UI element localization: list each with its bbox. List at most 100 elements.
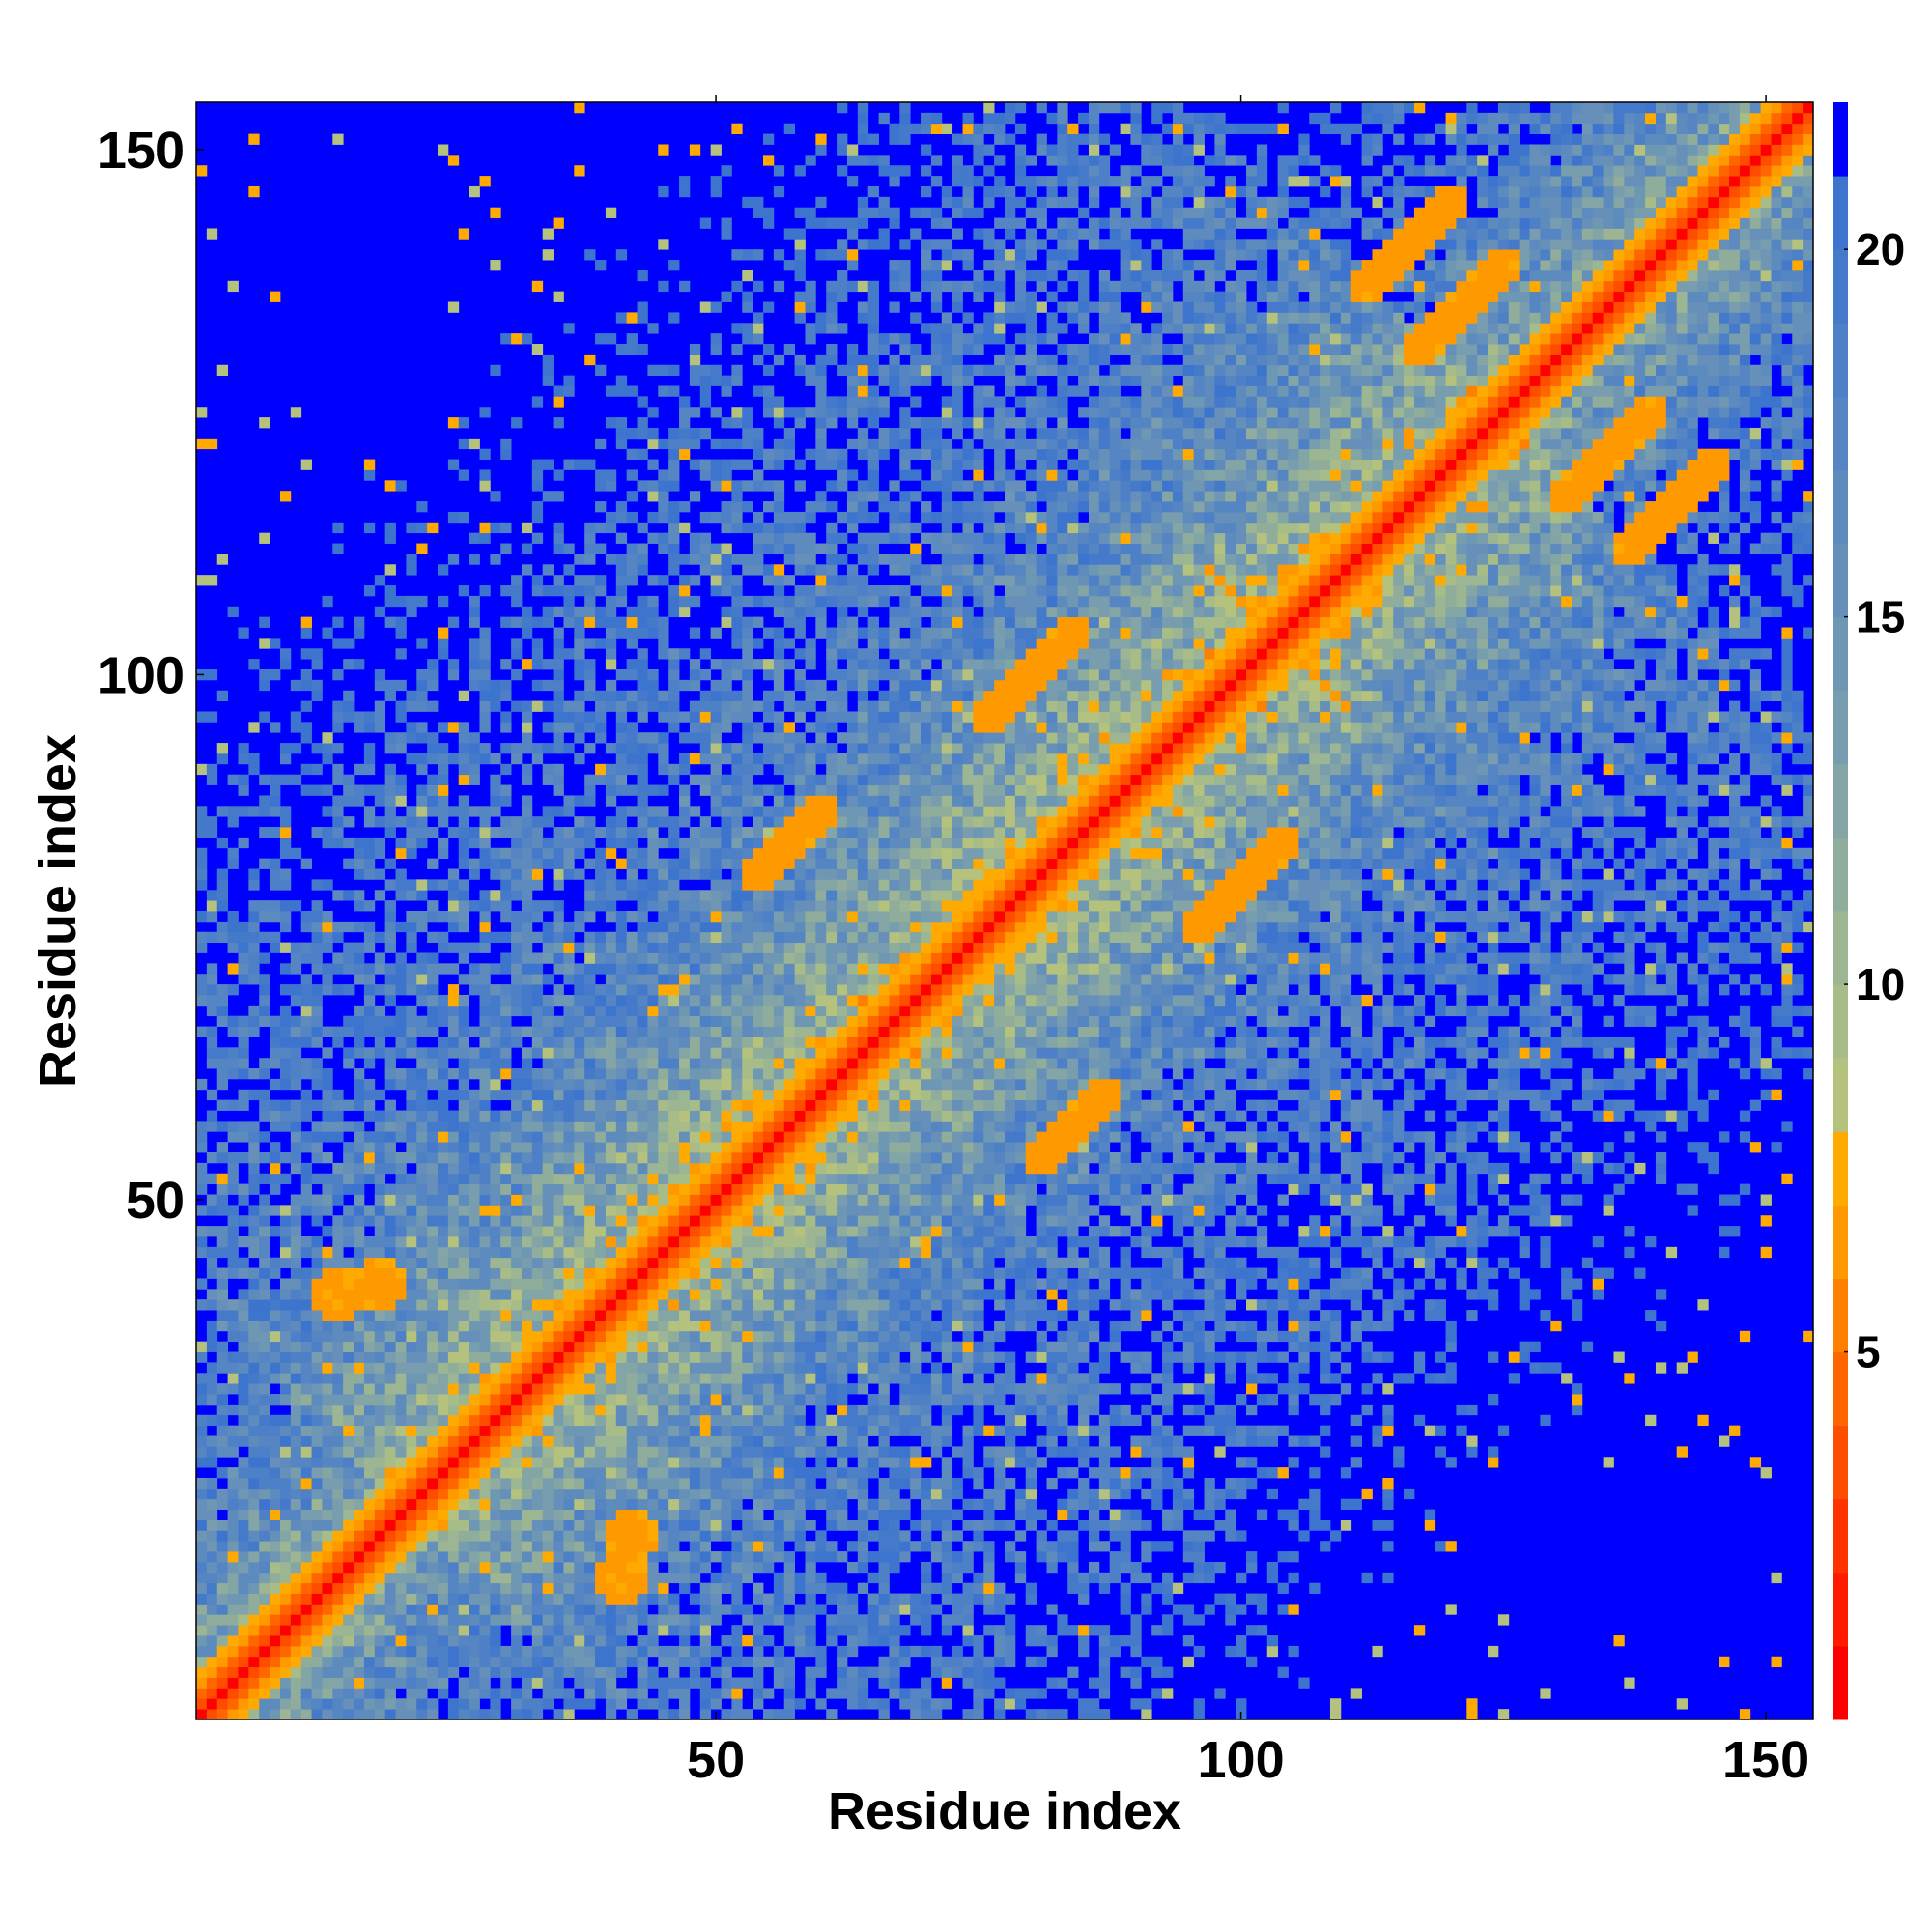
heatmap-cell [595,1257,607,1268]
heatmap-cell [238,1015,249,1027]
heatmap-cell [647,1477,659,1490]
heatmap-cell [563,459,575,470]
heatmap-cell [279,1604,292,1615]
heatmap-cell [531,1373,544,1384]
heatmap-cell [427,1078,439,1091]
heatmap-cell [595,1341,607,1352]
heatmap-cell [363,1341,376,1352]
heatmap-cell [637,1488,648,1500]
heatmap-cell [447,1330,460,1343]
heatmap-cell [699,1236,712,1248]
heatmap-cell [637,554,648,565]
heatmap-cell [521,900,533,912]
heatmap-cell [668,1099,680,1111]
heatmap-cell [742,974,753,985]
heatmap-cell [531,1047,544,1059]
heatmap-cell [647,931,659,944]
heatmap-cell [354,1278,365,1290]
heatmap-cell [553,1068,564,1080]
heatmap-cell [332,806,344,817]
heatmap-cell [259,1572,270,1584]
heatmap-cell [721,1520,732,1531]
heatmap-cell [710,1278,722,1290]
heatmap-cell [637,1320,648,1332]
heatmap-cell [259,1656,270,1668]
heatmap-cell [584,554,596,565]
heatmap-cell [238,1373,249,1384]
heatmap-cell [216,1488,229,1500]
heatmap-cell [626,1205,638,1216]
heatmap-cell [270,806,281,817]
heatmap-cell [679,1520,691,1531]
heatmap-cell [511,1688,523,1699]
heatmap-cell [416,827,428,838]
heatmap-cell [637,1457,648,1468]
heatmap-cell [259,1509,270,1520]
heatmap-cell [363,1666,376,1678]
heatmap-cell [490,931,501,944]
heatmap-cell [584,1498,596,1510]
heatmap-cell [521,1047,533,1059]
heatmap-cell [469,1551,480,1563]
heatmap-cell [699,1394,712,1406]
heatmap-cell [216,890,229,901]
heatmap-cell [626,1572,638,1584]
heatmap-cell [511,1068,523,1080]
heatmap-cell [300,1446,312,1458]
heatmap-cell [427,1099,439,1111]
heatmap-cell [290,1341,302,1352]
heatmap-cell [721,784,732,796]
heatmap-cell [238,1656,249,1668]
heatmap-cell [521,659,533,670]
heatmap-cell [531,1394,544,1406]
heatmap-cell [438,1656,449,1668]
heatmap-cell [374,1467,386,1479]
heatmap-cell [322,1289,333,1300]
heatmap-cell [731,659,743,670]
heatmap-cell [248,1635,260,1647]
heatmap-cell [238,1362,249,1374]
heatmap-cell [354,868,365,880]
heatmap-cells [196,102,1814,1720]
heatmap-cell [279,1541,292,1552]
heatmap-cell [500,1614,512,1626]
heatmap-cell [699,1289,712,1300]
heatmap-cell [563,1709,575,1720]
heatmap-cell [563,1226,575,1237]
heatmap-cell [469,1414,480,1427]
heatmap-cell [384,522,396,534]
heatmap-cell [679,890,691,901]
heatmap-cell [363,1561,376,1574]
heatmap-cell [311,1541,323,1552]
heatmap-cell [248,1383,260,1395]
heatmap-cell [206,1257,218,1268]
heatmap-cell [427,1330,439,1343]
heatmap-cell [721,1005,732,1017]
heatmap-cell [206,1698,218,1710]
heatmap-cell [595,585,607,597]
heatmap-cell [689,1414,701,1427]
heatmap-cell [479,1110,491,1122]
heatmap-cell [290,679,302,692]
heatmap-cell [354,1205,365,1216]
heatmap-cell [279,1215,292,1227]
heatmap-cell [689,847,701,860]
heatmap-cell [290,1299,302,1311]
heatmap-cell [469,1267,480,1279]
heatmap-cell [721,1278,732,1290]
heatmap-cell [196,1666,208,1678]
heatmap-cell [322,837,333,849]
heatmap-cell [721,1183,732,1195]
heatmap-cell [311,784,323,796]
heatmap-cell [363,1677,376,1689]
heatmap-cell [511,827,523,838]
heatmap-cell [416,816,428,828]
heatmap-cell [427,1152,439,1164]
heatmap-cell [311,1625,323,1636]
heatmap-cell [637,616,648,628]
heatmap-cell [531,952,544,964]
heatmap-cell [531,1593,544,1605]
heatmap-cell [354,1593,365,1605]
heatmap-cell [531,1015,544,1027]
